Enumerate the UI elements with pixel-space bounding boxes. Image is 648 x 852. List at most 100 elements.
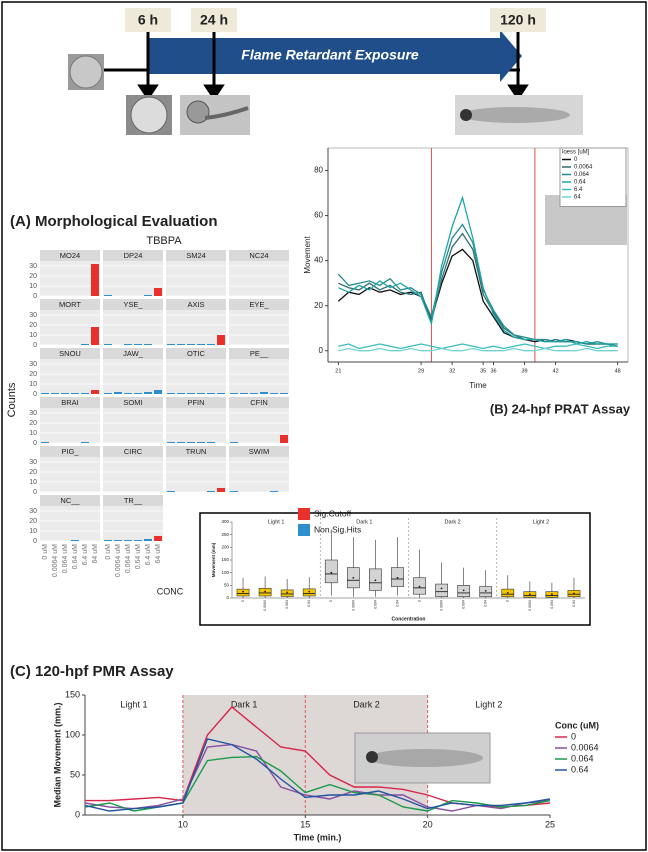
y-tick-label: 10 — [29, 283, 37, 290]
x-tick-label: 0.64 uM — [72, 544, 79, 569]
bar — [134, 344, 142, 345]
y-tick-label: 0 — [33, 538, 37, 545]
bar — [124, 540, 132, 541]
x-tick-label: 6.4 uM — [82, 544, 89, 566]
panel — [40, 261, 100, 296]
y-axis-label: Counts — [6, 382, 18, 417]
bar — [41, 393, 49, 394]
facet-label: AXIS — [187, 300, 204, 309]
bar — [207, 393, 215, 394]
legend-label: Sig.Cutoff — [314, 508, 352, 518]
chart-title: (C) 120-hpf PMR Assay — [10, 663, 174, 680]
facet-label: EYE_ — [249, 300, 269, 309]
strip — [40, 250, 100, 261]
x-tick-label: 48 — [615, 368, 621, 374]
mean — [286, 591, 289, 594]
strip — [40, 495, 100, 506]
facet-label: PFIN — [187, 398, 204, 407]
facet-label: DP24 — [124, 251, 143, 260]
bar — [144, 295, 152, 296]
time-label: 24 h — [200, 12, 228, 28]
strip — [103, 348, 163, 359]
bar — [197, 442, 205, 443]
panel — [103, 506, 163, 541]
y-tick-label: 100 — [65, 729, 80, 739]
y-tick-label: 100 — [221, 570, 229, 575]
facet-label: SM24 — [186, 251, 206, 260]
x-tick-label: 0 — [329, 600, 333, 602]
strip — [103, 397, 163, 408]
panel — [229, 310, 289, 345]
bar — [260, 392, 268, 394]
strip — [166, 348, 226, 359]
time-arrows — [137, 32, 529, 101]
legend-title: Conc (uM) — [555, 720, 599, 730]
y-tick-label: 30 — [29, 263, 37, 270]
y-tick-label: 0 — [33, 342, 37, 349]
legend-label: Non.Sig.Hits — [314, 524, 361, 534]
panel — [103, 359, 163, 394]
legend-label: 0 — [571, 731, 576, 741]
x-tick-label: 0.0064 — [528, 600, 532, 611]
strip — [229, 250, 289, 261]
time-label: 6 h — [138, 12, 158, 28]
exposure-label: Flame Retardant Exposure — [241, 47, 419, 63]
bar — [51, 393, 59, 394]
x-tick-label: 39 — [521, 368, 527, 374]
bar — [154, 536, 162, 541]
y-tick-label: 0 — [75, 809, 80, 819]
strip — [229, 397, 289, 408]
bar — [124, 344, 132, 345]
bar — [167, 442, 175, 443]
x-tick-label: 0.064 — [373, 600, 377, 609]
x-tick-label: 0.064 — [462, 600, 466, 609]
chart-title: (B) 24-hpf PRAT Assay — [490, 401, 631, 416]
y-tick-label: 0 — [33, 391, 37, 398]
x-tick-label: 0.0064 — [440, 600, 444, 611]
y-tick-label: 30 — [29, 312, 37, 319]
panel — [229, 457, 289, 492]
legend-label: 0.64 — [571, 764, 589, 774]
y-tick-label: 10 — [29, 332, 37, 339]
inset-embryo — [367, 749, 483, 767]
y-tick-label: 30 — [29, 410, 37, 417]
strip — [229, 299, 289, 310]
facet-label: NC__ — [60, 496, 80, 505]
legend-label: 0.064 — [571, 753, 594, 763]
bar — [240, 393, 248, 394]
mean — [352, 576, 355, 579]
mean — [528, 593, 531, 596]
mean — [242, 590, 244, 593]
x-tick-label: 35 — [480, 368, 486, 374]
bar — [197, 344, 205, 345]
legend-label: 0 — [574, 157, 578, 163]
x-tick-label: 0.64 — [484, 600, 488, 607]
x-tick-label: 42 — [553, 368, 559, 374]
bar — [81, 344, 89, 345]
x-axis-label: Time — [469, 381, 487, 390]
facet-label: TRUN — [186, 447, 207, 456]
mean — [308, 590, 311, 593]
facet-label: CIRC — [124, 447, 143, 456]
x-axis-label: Time (min.) — [294, 832, 342, 842]
strip — [40, 299, 100, 310]
y-tick-label: 60 — [314, 211, 323, 220]
phase-label: Light 1 — [120, 699, 147, 709]
line-series — [338, 195, 618, 345]
panel — [103, 408, 163, 443]
bar — [154, 390, 162, 394]
x-tick-label: 36 — [490, 368, 496, 374]
mean — [484, 590, 487, 592]
y-tick-label: 20 — [29, 273, 37, 280]
bar — [167, 491, 175, 492]
strip — [166, 397, 226, 408]
time-box — [490, 8, 546, 32]
facet-label: JAW_ — [123, 349, 144, 358]
strip — [40, 397, 100, 408]
legend-label: 6.4 — [574, 187, 583, 193]
line-series — [337, 248, 618, 347]
panel — [166, 261, 226, 296]
y-tick-label: 10 — [29, 528, 37, 535]
legend-swatch — [298, 524, 310, 536]
